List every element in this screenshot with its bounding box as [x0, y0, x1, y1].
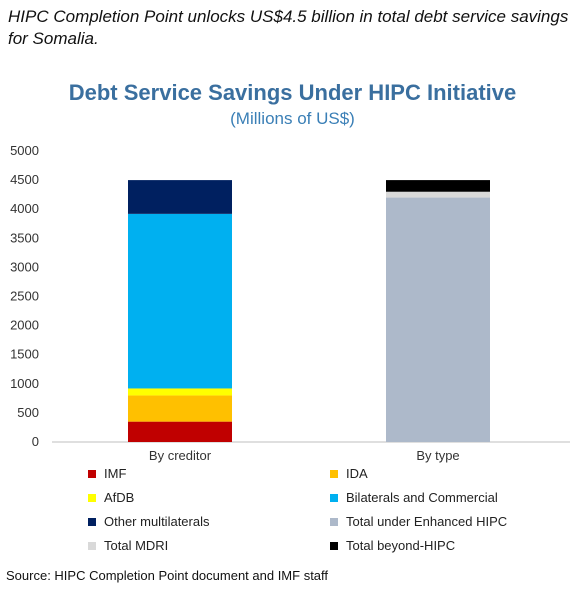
bar-segment-total-under-enhanced-hipc: [386, 197, 490, 442]
bar-segment-ida: [128, 395, 232, 422]
legend-item: Total under Enhanced HIPC: [330, 514, 507, 529]
legend-swatch: [330, 469, 338, 478]
chart-title: Debt Service Savings Under HIPC Initiati…: [68, 80, 517, 105]
bar-segment-imf: [128, 421, 232, 442]
bar-segment-total-beyond-hipc: [386, 180, 490, 192]
legend-item: Bilaterals and Commercial: [330, 490, 498, 505]
legend-swatch: [88, 493, 96, 502]
y-tick-label: 5000: [10, 143, 39, 158]
bar-segment-afdb: [128, 388, 232, 396]
y-tick-label: 2500: [10, 289, 39, 304]
x-category-label: By creditor: [149, 448, 212, 463]
y-tick-label: 4000: [10, 201, 39, 216]
chart-subtitle: (Millions of US$): [230, 109, 355, 128]
legend-swatch: [88, 469, 96, 478]
legend-label: AfDB: [104, 490, 135, 505]
legend-label: IMF: [104, 466, 127, 481]
legend-swatch: [88, 541, 96, 550]
legend-item: Other multilaterals: [88, 514, 209, 529]
x-category-label: By type: [416, 448, 459, 463]
legend-label: Other multilaterals: [104, 514, 210, 529]
legend-item: AfDB: [88, 490, 134, 505]
stacked-bar-chart: 0 500 1000 1500 2000 2500 3000 3500 4000 4500 5000…: [10, 143, 570, 463]
y-tick-label: 3000: [10, 259, 39, 274]
bar-segment-other-multilaterals: [128, 180, 232, 214]
legend-label: IDA: [346, 466, 368, 481]
legend-label: Total beyond-HIPC: [346, 538, 456, 553]
bar-segment-bilaterals-and-commercial: [128, 213, 232, 389]
source-note: Source: HIPC Completion Point document a…: [6, 568, 329, 583]
legend-item: Total beyond-HIPC: [330, 538, 455, 553]
y-tick-label: 1500: [10, 347, 39, 362]
legend-label: Total under Enhanced HIPC: [346, 514, 508, 529]
y-tick-label: 2000: [10, 318, 39, 333]
legend-swatch: [88, 517, 96, 526]
headline: HIPC Completion Point unlocks US$4.5 bil…: [8, 7, 569, 48]
legend-item: IDA: [330, 466, 368, 481]
bar-segment-total-mdri: [386, 191, 490, 198]
y-tick-label: 0: [32, 434, 39, 449]
legend-swatch: [330, 493, 338, 502]
y-tick-label: 500: [17, 405, 39, 420]
legend-label: Bilaterals and Commercial: [346, 490, 498, 505]
y-tick-label: 3500: [10, 230, 39, 245]
legend-item: Total MDRI: [88, 538, 168, 553]
legend-label: Total MDRI: [104, 538, 169, 553]
y-tick-label: 1000: [10, 376, 39, 391]
legend-swatch: [330, 517, 338, 526]
legend-item: IMF: [88, 466, 126, 481]
y-tick-label: 4500: [10, 172, 39, 187]
legend-swatch: [330, 541, 338, 550]
